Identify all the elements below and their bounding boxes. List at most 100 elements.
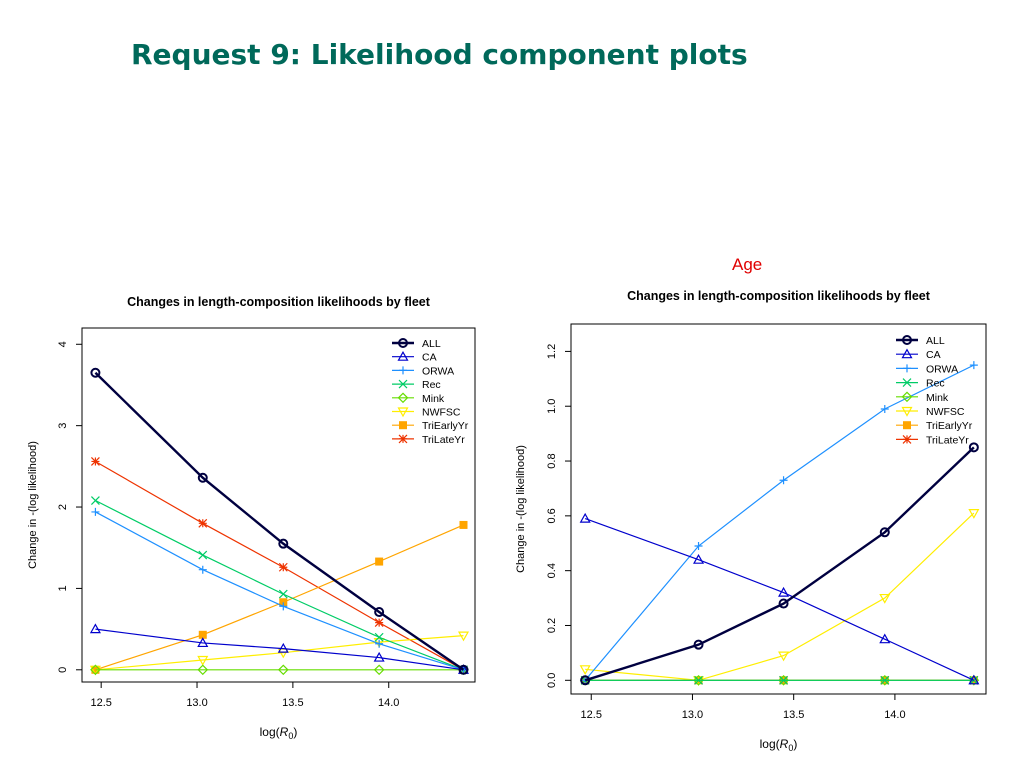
y-axis-label: Change in -(log likelihood)	[27, 441, 39, 569]
legend-marker-ca	[397, 350, 409, 361]
legend-label-trilateyr: TriLateYr	[926, 434, 969, 446]
data-point-nwfsc	[968, 509, 980, 519]
likelihood-chart-left: Changes in length-composition likelihood…	[27, 295, 476, 741]
legend-label-triearlyyr: TriEarlyYr	[926, 420, 973, 432]
x-tick-label: 14.0	[884, 709, 905, 721]
plot-frame	[81, 327, 476, 683]
y-tick-label: 1	[57, 585, 69, 591]
data-point-ca	[968, 674, 980, 685]
legend-label-triearlyyr: TriEarlyYr	[422, 420, 469, 432]
data-point-rec	[880, 675, 890, 685]
legend-label-ca: CA	[422, 352, 437, 364]
legend-label-all: ALL	[926, 335, 945, 347]
data-point-ca	[778, 586, 790, 597]
data-point-nwfsc	[197, 655, 209, 666]
data-point-trilateyr	[374, 618, 384, 628]
x-tick-label: 13.0	[682, 709, 703, 721]
chart-title: Changes in length-composition likelihood…	[627, 289, 931, 303]
legend-label-trilateyr: TriLateYr	[422, 434, 465, 446]
legend-marker-nwfsc	[901, 406, 913, 417]
data-point-orwa	[198, 565, 207, 574]
likelihood-chart-right: Changes in length-composition likelihood…	[515, 289, 987, 753]
data-point-ca	[579, 512, 591, 523]
data-point-all	[968, 442, 979, 453]
legend-marker-ca	[901, 348, 913, 359]
data-point-all	[458, 664, 469, 675]
data-point-mink	[373, 664, 385, 676]
data-point-all	[278, 538, 289, 549]
legend-marker-mink	[397, 392, 409, 404]
data-point-trilateyr	[90, 457, 100, 466]
data-point-mink	[90, 664, 101, 676]
plot-frame	[570, 323, 987, 695]
data-point-rec	[694, 675, 703, 685]
legend-marker-rec	[398, 379, 408, 389]
data-point-orwa	[279, 602, 288, 611]
series-line-trilateyr	[95, 460, 464, 671]
legend-marker-triearlyyr	[399, 421, 407, 430]
legend-marker-trilateyr	[902, 434, 912, 444]
y-tick-label: 0	[57, 667, 69, 673]
series-line-rec	[95, 499, 464, 671]
data-point-orwa	[880, 404, 889, 413]
data-point-mink	[197, 664, 209, 676]
data-point-ca	[277, 642, 289, 653]
data-point-triearlyyr	[459, 520, 468, 529]
data-point-rec	[278, 589, 288, 599]
x-axis-label: log(R0)	[260, 725, 298, 741]
legend-marker-mink	[901, 391, 913, 403]
data-point-orwa	[969, 361, 978, 370]
legend-label-rec: Rec	[926, 378, 945, 390]
series-ca	[579, 512, 980, 685]
data-point-ca	[197, 637, 209, 648]
data-point-orwa	[91, 507, 100, 516]
y-tick-label: 1.2	[546, 344, 558, 359]
data-point-all	[778, 598, 789, 609]
legend-label-rec: Rec	[422, 379, 441, 391]
x-axis-label: log(R0)	[760, 737, 798, 753]
chart-title: Changes in length-composition likelihood…	[127, 295, 431, 309]
y-tick-label: 0.0	[546, 673, 558, 688]
legend-marker-all	[398, 338, 408, 348]
data-point-rec	[969, 675, 979, 685]
y-tick-label: 1.0	[546, 399, 558, 414]
data-point-ca	[693, 553, 705, 564]
x-tick-label: 13.5	[282, 697, 303, 709]
series-nwfsc	[579, 509, 980, 687]
legend-label-nwfsc: NWFSC	[926, 406, 965, 418]
legend-label-ca: CA	[926, 349, 941, 361]
data-point-orwa	[779, 476, 788, 485]
legend-label-nwfsc: NWFSC	[422, 407, 461, 419]
slide-title: Request 9: Likelihood component plots	[131, 38, 748, 71]
x-tick-label: 13.0	[186, 697, 207, 709]
legend-marker-nwfsc	[397, 407, 409, 418]
data-point-nwfsc	[579, 665, 591, 676]
legend-marker-orwa	[903, 364, 911, 373]
data-point-mink	[277, 664, 289, 676]
legend-label-mink: Mink	[926, 392, 949, 404]
x-tick-label: 12.5	[90, 697, 111, 709]
legend-marker-all	[902, 335, 912, 345]
series-line-orwa	[584, 364, 975, 681]
series-all	[90, 367, 469, 675]
series-all	[580, 442, 979, 686]
data-point-mink	[879, 674, 891, 686]
data-point-rec	[779, 675, 788, 685]
x-tick-label: 12.5	[581, 709, 602, 721]
y-tick-label: 0.8	[546, 453, 558, 468]
legend-marker-rec	[902, 378, 912, 388]
x-tick-label: 14.0	[378, 697, 399, 709]
legend-label-all: ALL	[422, 338, 441, 350]
data-point-triearlyyr	[375, 557, 384, 566]
data-point-rec	[198, 550, 208, 560]
age-label: Age	[732, 255, 763, 274]
data-point-orwa	[375, 639, 384, 648]
data-point-ca	[373, 651, 385, 662]
data-point-nwfsc	[457, 631, 470, 642]
series-line-ca	[584, 518, 975, 681]
y-tick-label: 0.4	[546, 563, 558, 578]
data-point-nwfsc	[879, 593, 891, 604]
data-point-nwfsc	[778, 651, 790, 662]
data-point-ca	[879, 633, 891, 644]
series-line-nwfsc	[585, 512, 975, 681]
